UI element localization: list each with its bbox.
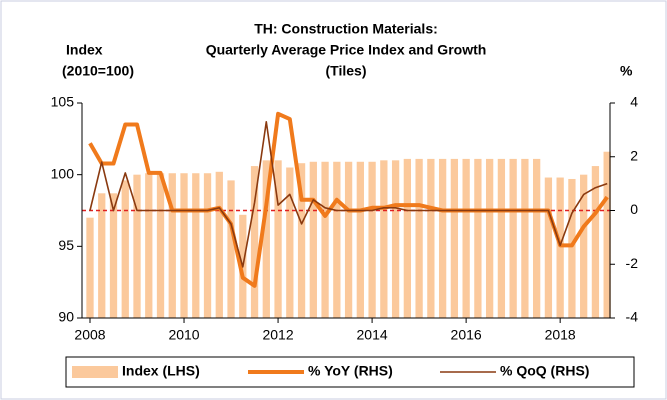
- y2-tick-label: -4: [626, 309, 639, 325]
- legend-box: [65, 356, 635, 388]
- bar: [497, 158, 506, 318]
- x-tick-label: 2014: [357, 327, 388, 343]
- y-axis-label: Index: [66, 42, 103, 58]
- bar: [274, 160, 282, 318]
- legend-swatch: [72, 366, 118, 378]
- y2-tick-label: 4: [630, 94, 638, 110]
- bar: [438, 158, 447, 318]
- bar: [333, 161, 341, 318]
- bar: [86, 217, 94, 318]
- bar: [145, 173, 153, 318]
- bar: [168, 173, 176, 318]
- bar: [368, 161, 376, 318]
- bar: [109, 193, 118, 318]
- y-axis-label: (2010=100): [62, 63, 134, 79]
- bar: [156, 173, 165, 318]
- bar: [427, 158, 435, 318]
- bar: [485, 158, 494, 318]
- legend-label: % QoQ (RHS): [500, 363, 589, 379]
- bar: [192, 173, 200, 318]
- bar: [227, 180, 235, 318]
- legend-label: Index (LHS): [122, 363, 200, 379]
- legend-label: % YoY (RHS): [308, 363, 393, 379]
- bar: [580, 174, 588, 318]
- bar: [568, 178, 576, 318]
- x-tick-label: 2010: [168, 327, 199, 343]
- bar: [203, 173, 212, 318]
- bar: [415, 158, 423, 318]
- bar: [180, 173, 188, 318]
- bar: [474, 158, 482, 318]
- y-tick-label: 90: [58, 309, 74, 325]
- titles: TH: Construction Materials: Quarterly Av…: [62, 21, 633, 79]
- bar: [297, 163, 306, 318]
- bar: [133, 174, 141, 318]
- bar: [591, 166, 600, 318]
- chart-title: (Tiles): [326, 63, 367, 79]
- bar: [603, 151, 611, 318]
- bar: [286, 167, 294, 318]
- y2-axis-label: %: [620, 63, 633, 79]
- x-tick-label: 2016: [451, 327, 482, 343]
- x-tick-label: 2008: [74, 327, 105, 343]
- bar: [380, 160, 388, 318]
- bar: [309, 161, 317, 318]
- y-tick-label: 95: [58, 237, 74, 253]
- bar: [509, 158, 517, 318]
- bar: [521, 158, 529, 318]
- bar: [250, 166, 259, 318]
- bar: [262, 160, 270, 318]
- bar: [98, 193, 106, 318]
- bar: [462, 158, 470, 318]
- bar: [344, 161, 353, 318]
- bar: [450, 158, 459, 318]
- bar: [544, 177, 553, 318]
- bar: [403, 158, 412, 318]
- bar: [321, 161, 329, 318]
- x-tick-label: 2018: [545, 327, 576, 343]
- y2-tick-label: 0: [630, 201, 638, 217]
- y2-tick-label: -2: [626, 255, 639, 271]
- bar: [356, 161, 364, 318]
- bar: [556, 177, 564, 318]
- chart-title: TH: Construction Materials:: [254, 21, 438, 37]
- bar: [391, 160, 400, 318]
- bar: [215, 171, 223, 318]
- y2-tick-label: 2: [630, 147, 638, 163]
- chart-title: Quarterly Average Price Index and Growth: [206, 42, 487, 58]
- y-tick-label: 100: [51, 165, 75, 181]
- x-tick-label: 2012: [262, 327, 293, 343]
- bar: [533, 158, 541, 318]
- bar: [121, 180, 129, 318]
- line-series: [89, 121, 608, 268]
- y-tick-label: 105: [51, 94, 75, 110]
